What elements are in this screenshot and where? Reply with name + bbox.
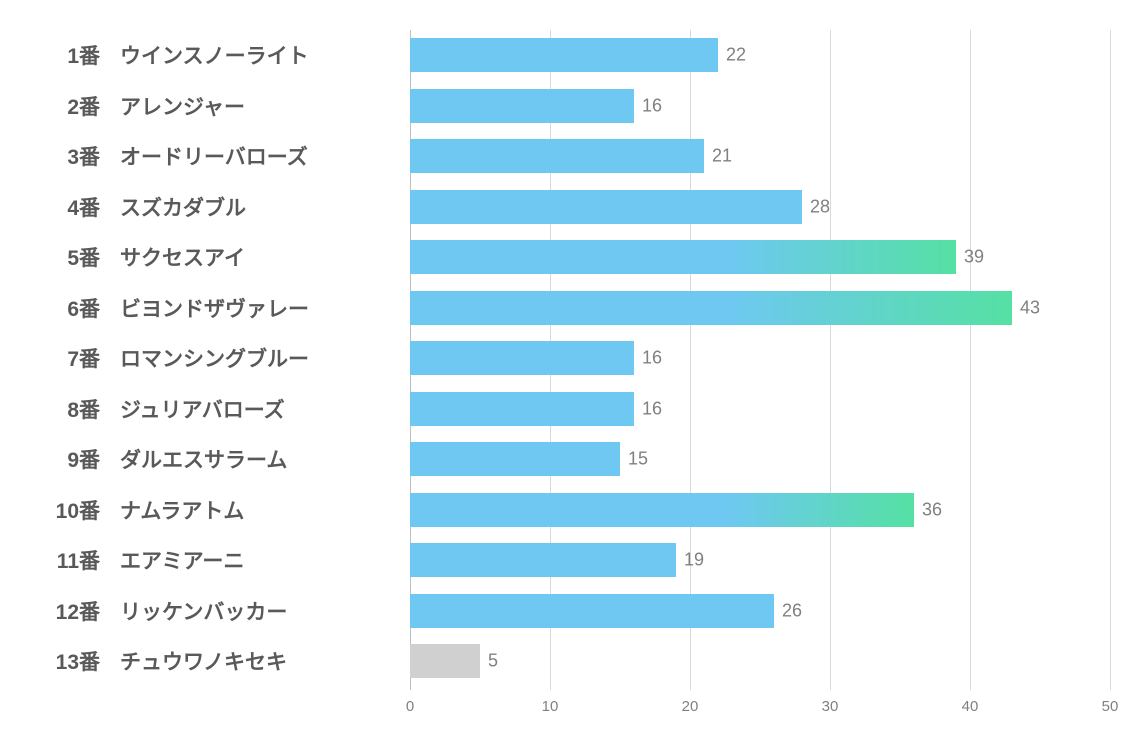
row-number-label: 4番	[10, 192, 100, 222]
row-number-label: 6番	[10, 293, 100, 323]
chart-row: 7番ロマンシングブルー 16	[0, 341, 1134, 375]
bar: 15	[410, 442, 620, 476]
bar-track: 26	[410, 594, 1110, 628]
bar: 5	[410, 644, 480, 678]
horizontal-bar-chart: 1番ウインスノーライト 22 2番アレンジャー 16 3番オードリーバローズ 21 4番スズ…	[0, 0, 1134, 737]
bar: 16	[410, 392, 634, 426]
bar-track: 15	[410, 442, 1110, 476]
row-name-label: チュウワノキセキ	[120, 646, 400, 676]
bar: 43	[410, 291, 1012, 325]
chart-row: 13番チュウワノキセキ 5	[0, 644, 1134, 678]
chart-row: 6番ビヨンドザヴァレー 43	[0, 291, 1134, 325]
bar-value-label: 28	[802, 196, 830, 217]
bar: 16	[410, 341, 634, 375]
x-axis-tick-label: 40	[962, 698, 979, 715]
row-name-label: ナムラアトム	[120, 495, 400, 525]
bar-value-label: 26	[774, 600, 802, 621]
bar-value-label: 15	[620, 449, 648, 470]
chart-row: 3番オードリーバローズ 21	[0, 139, 1134, 173]
bar: 28	[410, 190, 802, 224]
bar-track: 21	[410, 139, 1110, 173]
bar: 19	[410, 543, 676, 577]
bar-value-label: 5	[480, 651, 498, 672]
bar-track: 36	[410, 493, 1110, 527]
bar-track: 16	[410, 392, 1110, 426]
bar-track: 16	[410, 89, 1110, 123]
bar-track: 19	[410, 543, 1110, 577]
bar-track: 16	[410, 341, 1110, 375]
row-name-label: オードリーバローズ	[120, 141, 400, 171]
x-axis-tick-label: 20	[682, 698, 699, 715]
row-number-label: 1番	[10, 40, 100, 70]
bar: 36	[410, 493, 914, 527]
chart-row: 11番エアミアーニ 19	[0, 543, 1134, 577]
chart-row: 1番ウインスノーライト 22	[0, 38, 1134, 72]
bar-value-label: 16	[634, 398, 662, 419]
row-name-label: エアミアーニ	[120, 545, 400, 575]
row-name-label: ダルエスサラーム	[120, 444, 400, 474]
chart-row: 10番ナムラアトム 36	[0, 493, 1134, 527]
row-name-label: ビヨンドザヴァレー	[120, 293, 400, 323]
bar-value-label: 43	[1012, 297, 1040, 318]
row-name-label: リッケンバッカー	[120, 596, 400, 626]
x-axis-tick-label: 0	[406, 698, 414, 715]
row-number-label: 7番	[10, 343, 100, 373]
chart-row: 12番リッケンバッカー 26	[0, 594, 1134, 628]
bar-value-label: 36	[914, 499, 942, 520]
bar-track: 43	[410, 291, 1110, 325]
row-number-label: 11番	[10, 545, 100, 575]
chart-row: 5番サクセスアイ 39	[0, 240, 1134, 274]
bar-value-label: 16	[634, 95, 662, 116]
x-axis-tick-label: 10	[542, 698, 559, 715]
bar-value-label: 21	[704, 146, 732, 167]
row-name-label: ウインスノーライト	[120, 40, 400, 70]
bar-value-label: 39	[956, 247, 984, 268]
bar-track: 39	[410, 240, 1110, 274]
row-number-label: 3番	[10, 141, 100, 171]
bar: 21	[410, 139, 704, 173]
row-number-label: 12番	[10, 596, 100, 626]
chart-row: 8番ジュリアバローズ 16	[0, 392, 1134, 426]
row-name-label: スズカダブル	[120, 192, 400, 222]
row-number-label: 9番	[10, 444, 100, 474]
row-name-label: ジュリアバローズ	[120, 394, 400, 424]
bar: 26	[410, 594, 774, 628]
bar-value-label: 19	[676, 550, 704, 571]
row-number-label: 2番	[10, 91, 100, 121]
bar-track: 5	[410, 644, 1110, 678]
bar: 22	[410, 38, 718, 72]
row-number-label: 10番	[10, 495, 100, 525]
chart-row: 9番ダルエスサラーム 15	[0, 442, 1134, 476]
row-name-label: ロマンシングブルー	[120, 343, 400, 373]
bar-track: 22	[410, 38, 1110, 72]
row-number-label: 13番	[10, 646, 100, 676]
x-axis-tick-label: 30	[822, 698, 839, 715]
bar: 39	[410, 240, 956, 274]
bar-value-label: 16	[634, 348, 662, 369]
row-name-label: アレンジャー	[120, 91, 400, 121]
x-axis-tick-label: 50	[1102, 698, 1119, 715]
row-number-label: 8番	[10, 394, 100, 424]
row-name-label: サクセスアイ	[120, 242, 400, 272]
chart-row: 2番アレンジャー 16	[0, 89, 1134, 123]
bar: 16	[410, 89, 634, 123]
chart-row: 4番スズカダブル 28	[0, 190, 1134, 224]
row-number-label: 5番	[10, 242, 100, 272]
bar-track: 28	[410, 190, 1110, 224]
bar-value-label: 22	[718, 45, 746, 66]
